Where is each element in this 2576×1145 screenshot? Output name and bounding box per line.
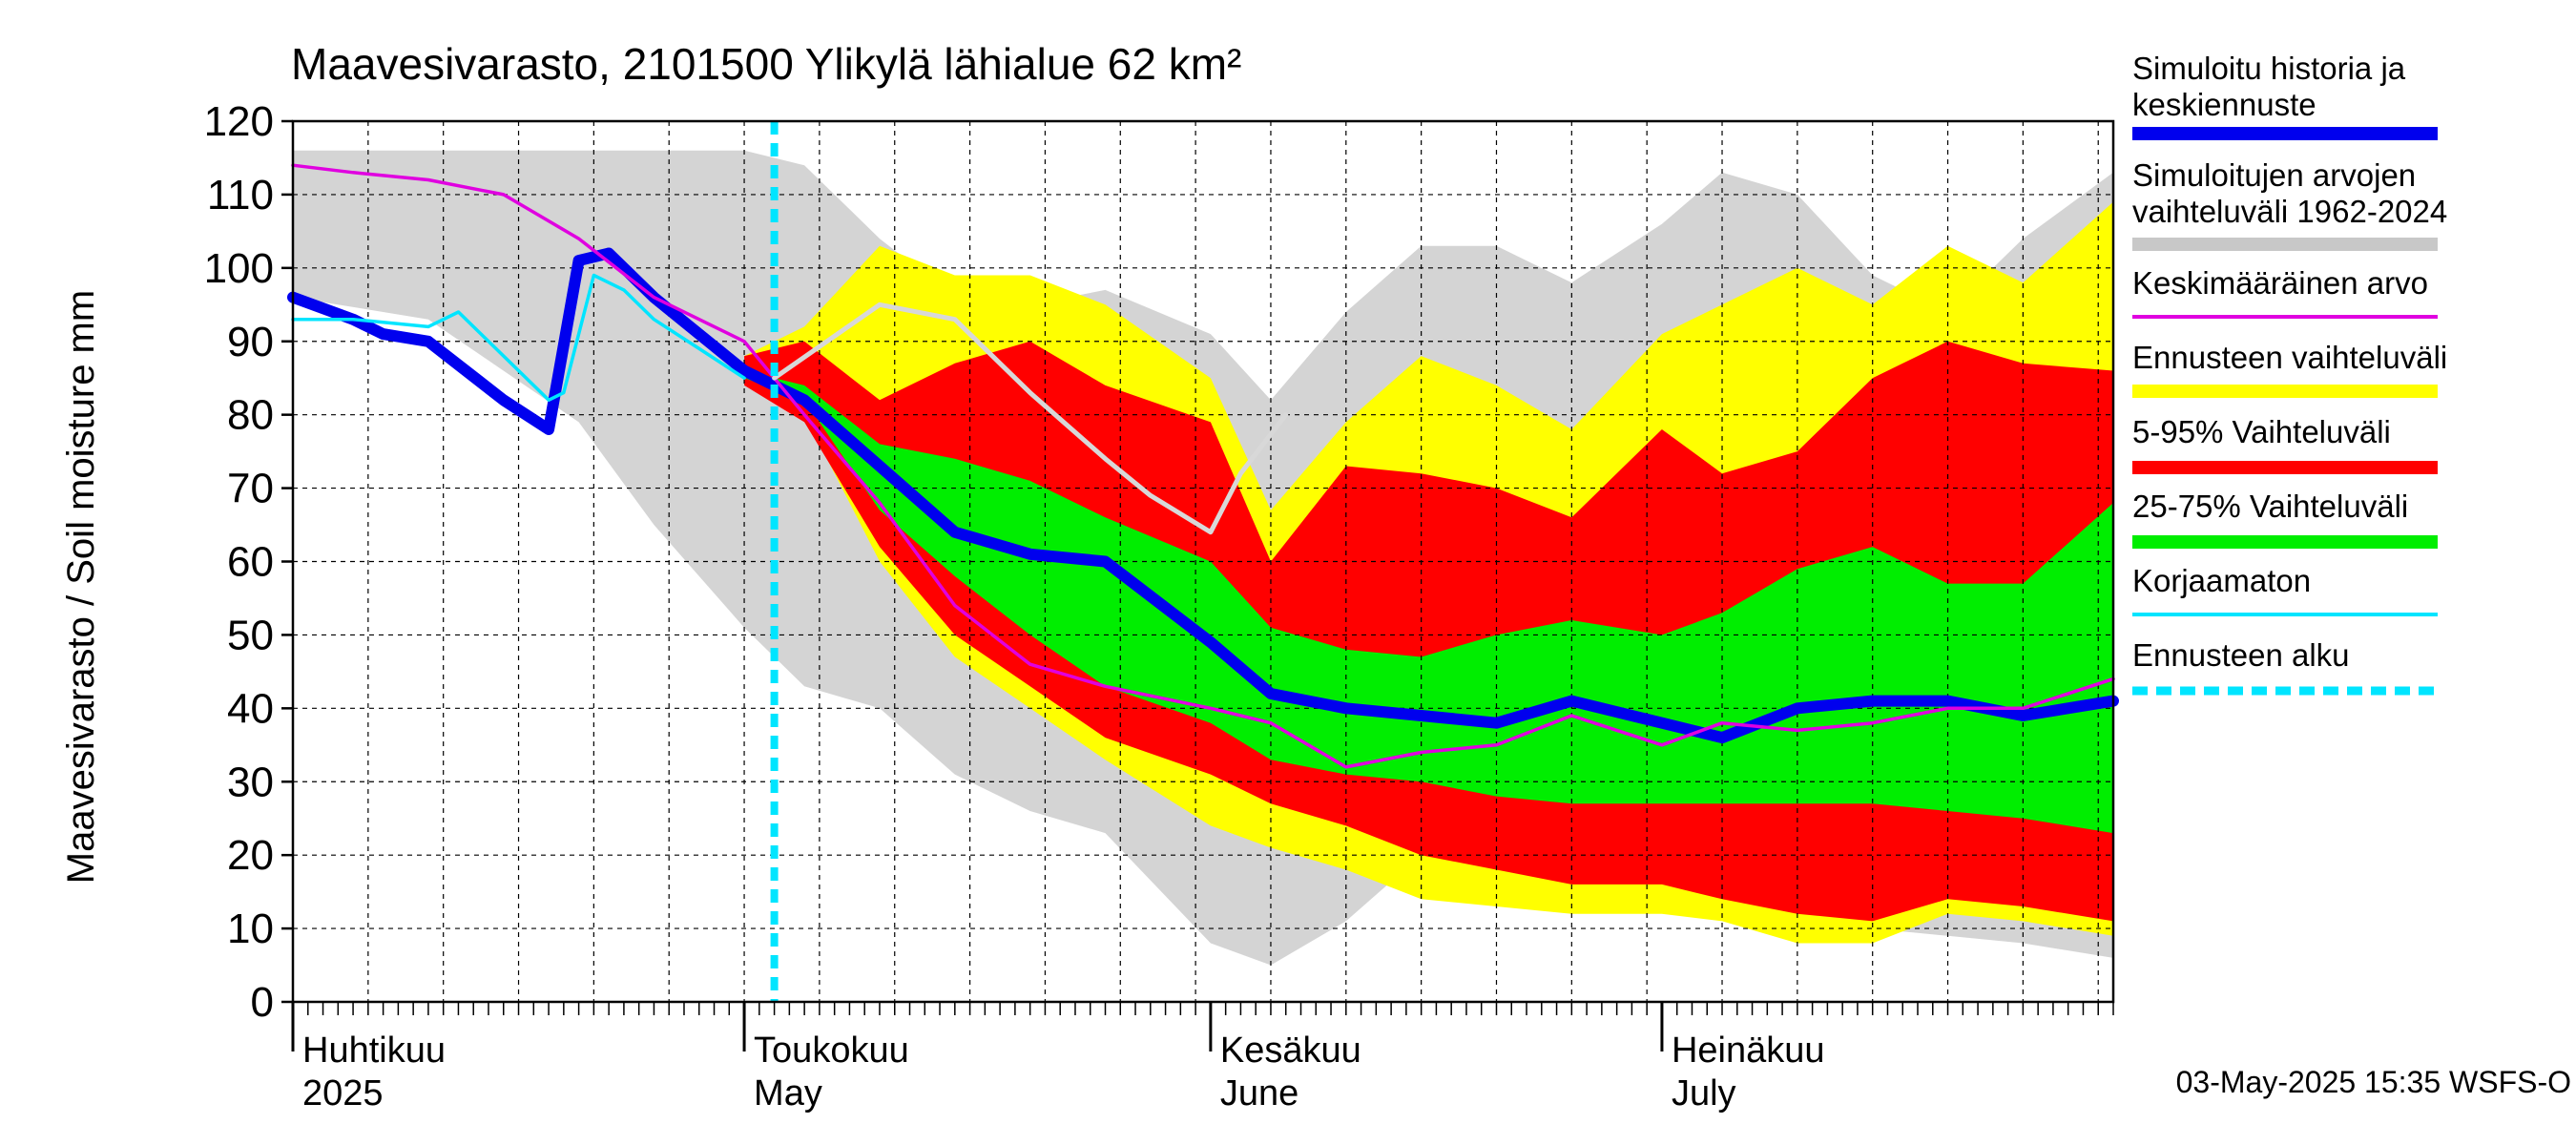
y-tick-label: 40 xyxy=(227,685,274,732)
y-tick-label: 70 xyxy=(227,466,274,512)
y-tick-label: 30 xyxy=(227,759,274,805)
y-tick-label: 80 xyxy=(227,392,274,439)
month-label-en: June xyxy=(1220,1073,1298,1114)
legend-label: Ennusteen alku xyxy=(2132,637,2350,673)
band-layer xyxy=(293,150,2113,966)
y-tick-label: 0 xyxy=(251,979,274,1026)
legend-label: Simuloitu historia ja keskiennuste xyxy=(2132,51,2406,122)
series-layer xyxy=(287,121,2119,1002)
month-label-fi: Huhtikuu xyxy=(302,1030,446,1071)
legend-label-line: vaihteluväli 1962-2024 xyxy=(2132,194,2447,229)
month-label-fi: Toukokuu xyxy=(754,1030,909,1071)
series-line xyxy=(772,302,1289,535)
chart-title: Maavesivarasto, 2101500 Ylikylä lähialue… xyxy=(291,39,1241,89)
y-tick-label: 20 xyxy=(227,832,274,879)
series-line xyxy=(291,163,2115,769)
legend-label: Simuloitujen arvojen vaihteluväli 1962-20… xyxy=(2132,157,2447,229)
month-label-fi: Heinäkuu xyxy=(1672,1030,1825,1071)
y-tick-label: 50 xyxy=(227,612,274,658)
month-label-en: July xyxy=(1672,1073,1736,1114)
y-axis-label: Maavesivarasto / Soil moisture mm xyxy=(60,290,102,884)
footer-timestamp: 03-May-2025 15:35 WSFS-O xyxy=(2176,1065,2571,1099)
grid xyxy=(293,121,2113,1002)
y-tick-label: 100 xyxy=(204,245,274,292)
y-tick-label: 10 xyxy=(227,906,274,952)
legend: Simuloitu historia ja keskiennusteSimuloi… xyxy=(2132,51,2447,696)
y-tick-label: 60 xyxy=(227,539,274,586)
month-label-en: May xyxy=(754,1073,822,1114)
y-tick-label: 90 xyxy=(227,319,274,365)
legend-label: 5-95% Vaihteluväli xyxy=(2132,414,2391,449)
legend-label: Keskimääräinen arvo xyxy=(2132,265,2428,301)
legend-label: 25-75% Vaihteluväli xyxy=(2132,489,2408,524)
legend-label: Korjaamaton xyxy=(2132,563,2311,598)
y-tick-label: 120 xyxy=(204,98,274,145)
legend-label: Ennusteen vaihteluväli xyxy=(2132,340,2447,375)
y-tick-label: 110 xyxy=(207,172,274,219)
legend-label-line: Simuloitu historia ja xyxy=(2132,51,2406,86)
legend-label-line: keskiennuste xyxy=(2132,87,2316,122)
month-label-en: 2025 xyxy=(302,1073,384,1114)
legend-label-line: Simuloitujen arvojen xyxy=(2132,157,2416,193)
month-label-fi: Kesäkuu xyxy=(1220,1030,1361,1071)
series-line xyxy=(291,273,746,403)
axes: 0 10 20 30 40 50 60 70 80 90 100 110 120 Huhtikuu2025… xyxy=(204,98,2115,1114)
series-line xyxy=(287,247,2119,744)
